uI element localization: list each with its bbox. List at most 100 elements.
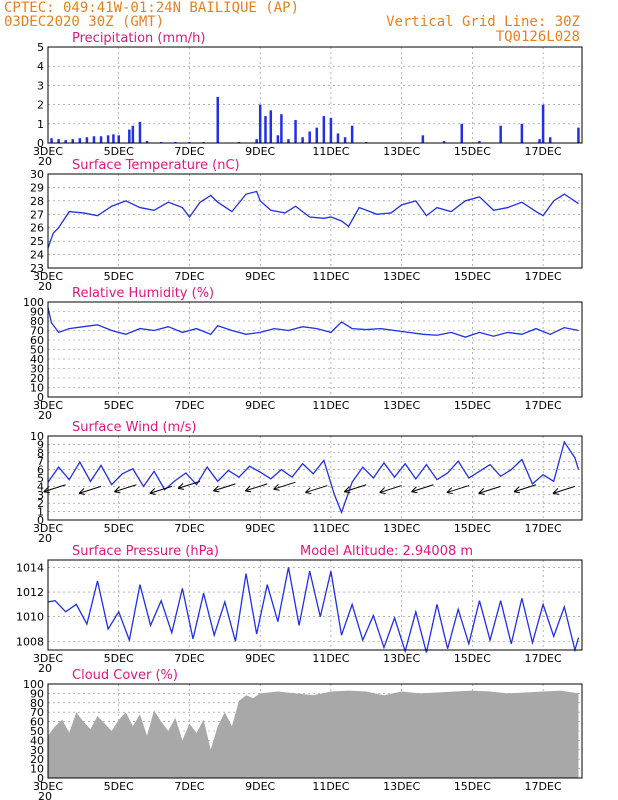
x-tick-label: 9DEC: [245, 652, 275, 665]
y-tick-label: 27: [30, 208, 44, 221]
panel-title: Surface Pressure (hPa): [72, 544, 219, 559]
y-tick-label: 0: [37, 514, 44, 527]
precip-bar: [294, 119, 297, 143]
y-tick-label: 28: [30, 195, 44, 208]
y-tick-label: 50: [30, 725, 44, 738]
x-tick-label: 11DEC: [312, 399, 349, 412]
wind-arrow: [513, 484, 537, 493]
wind-arrow: [305, 485, 328, 494]
x-tick-label: 7DEC: [174, 522, 204, 535]
panel-title: Surface Temperature (nC): [72, 158, 240, 173]
x-tick-label: 7DEC: [174, 145, 204, 158]
precip-bar: [71, 139, 75, 143]
panel-2: Relative Humidity (%)0102030405060708090…: [23, 286, 583, 422]
y-tick-label: 0: [37, 772, 44, 785]
y-tick-label: 0: [37, 391, 44, 404]
y-tick-label: 60: [30, 716, 44, 729]
wind-arrow: [344, 484, 367, 493]
precip-bar: [78, 138, 82, 143]
x-tick-label: 15DEC: [454, 522, 491, 535]
y-tick-label: 3: [37, 489, 44, 502]
x-tick-label: 13DEC: [383, 270, 420, 283]
wind-arrow-head: [478, 488, 485, 495]
precip-bar: [99, 136, 103, 143]
x-tick-label: 15DEC: [454, 652, 491, 665]
panel-title: Relative Humidity (%): [72, 286, 214, 301]
panel-frame: [47, 559, 583, 651]
y-tick-label: 40: [30, 734, 44, 747]
precip-bar: [64, 140, 67, 143]
x-tick-label: 15DEC: [454, 270, 491, 283]
precip-bar: [336, 133, 340, 143]
precip-bar: [442, 141, 446, 143]
x-tick-label: 15DEC: [454, 399, 491, 412]
y-tick-label: 90: [30, 687, 44, 700]
panel-frame: [47, 683, 583, 779]
precip-bar: [145, 141, 149, 143]
series-line: [47, 440, 580, 515]
x-tick-year: 20: [38, 532, 52, 545]
x-tick-label: 5DEC: [104, 270, 134, 283]
precip-bar: [322, 116, 326, 143]
y-tick-label: 10: [30, 430, 44, 443]
series-line: [47, 190, 579, 249]
x-tick-label: 3DEC: [33, 270, 63, 283]
y-tick-label: 1010: [16, 611, 44, 624]
y-tick-label: 6: [37, 464, 44, 477]
precip-bar: [276, 135, 280, 143]
y-tick-label: 100: [23, 678, 44, 691]
y-tick-label: 100: [23, 296, 44, 309]
wind-arrow-head: [114, 486, 121, 494]
panel-frame: [47, 46, 583, 144]
series-line: [47, 307, 579, 338]
y-tick-label: 30: [30, 363, 44, 376]
x-tick-label: 9DEC: [245, 270, 275, 283]
precip-bar: [92, 136, 96, 143]
y-tick-label: 2: [37, 99, 44, 112]
x-tick-year: 20: [38, 662, 52, 675]
wind-arrow-head: [411, 486, 418, 494]
wind-arrow: [478, 485, 501, 494]
x-tick-label: 5DEC: [104, 399, 134, 412]
wind-arrow: [245, 483, 268, 492]
wind-arrow: [213, 483, 236, 492]
x-tick-label: 5DEC: [104, 652, 134, 665]
wind-arrow: [446, 485, 469, 494]
x-tick-label: 17DEC: [525, 399, 562, 412]
precip-bar: [478, 141, 481, 143]
precip-bar: [117, 135, 120, 143]
x-tick-label: 17DEC: [525, 270, 562, 283]
x-tick-label: 9DEC: [245, 522, 275, 535]
wind-arrow: [78, 485, 102, 494]
cloud-cover-area: [48, 690, 579, 778]
y-tick-label: 20: [30, 372, 44, 385]
precip-bar: [460, 123, 464, 143]
precip-bar: [255, 139, 258, 143]
precip-bar: [50, 138, 53, 143]
precip-bar: [269, 110, 273, 143]
y-tick-label: 80: [30, 315, 44, 328]
y-tick-label: 70: [30, 325, 44, 338]
precip-bar: [577, 127, 580, 143]
series-line: [47, 567, 580, 654]
precip-bar: [138, 121, 142, 143]
x-tick-label: 7DEC: [174, 780, 204, 793]
y-tick-label: 1: [37, 506, 44, 519]
x-tick-label: 13DEC: [383, 145, 420, 158]
y-tick-label: 4: [37, 480, 44, 493]
panel-5: Cloud Cover (%)01020304050607080901003DE…: [23, 668, 583, 800]
x-tick-label: 3DEC: [33, 522, 63, 535]
x-tick-label: 5DEC: [104, 522, 134, 535]
y-tick-label: 2: [37, 497, 44, 510]
y-tick-label: 26: [30, 222, 44, 235]
panel-1: Surface Temperature (nC) 2324252627282930…: [30, 158, 583, 293]
y-tick-label: 24: [30, 249, 44, 262]
y-tick-label: 29: [30, 181, 44, 194]
x-tick-label: 17DEC: [525, 522, 562, 535]
precip-bar: [216, 96, 219, 143]
precip-bar: [343, 137, 347, 143]
x-tick-label: 11DEC: [312, 270, 349, 283]
x-tick-label: 5DEC: [104, 145, 134, 158]
